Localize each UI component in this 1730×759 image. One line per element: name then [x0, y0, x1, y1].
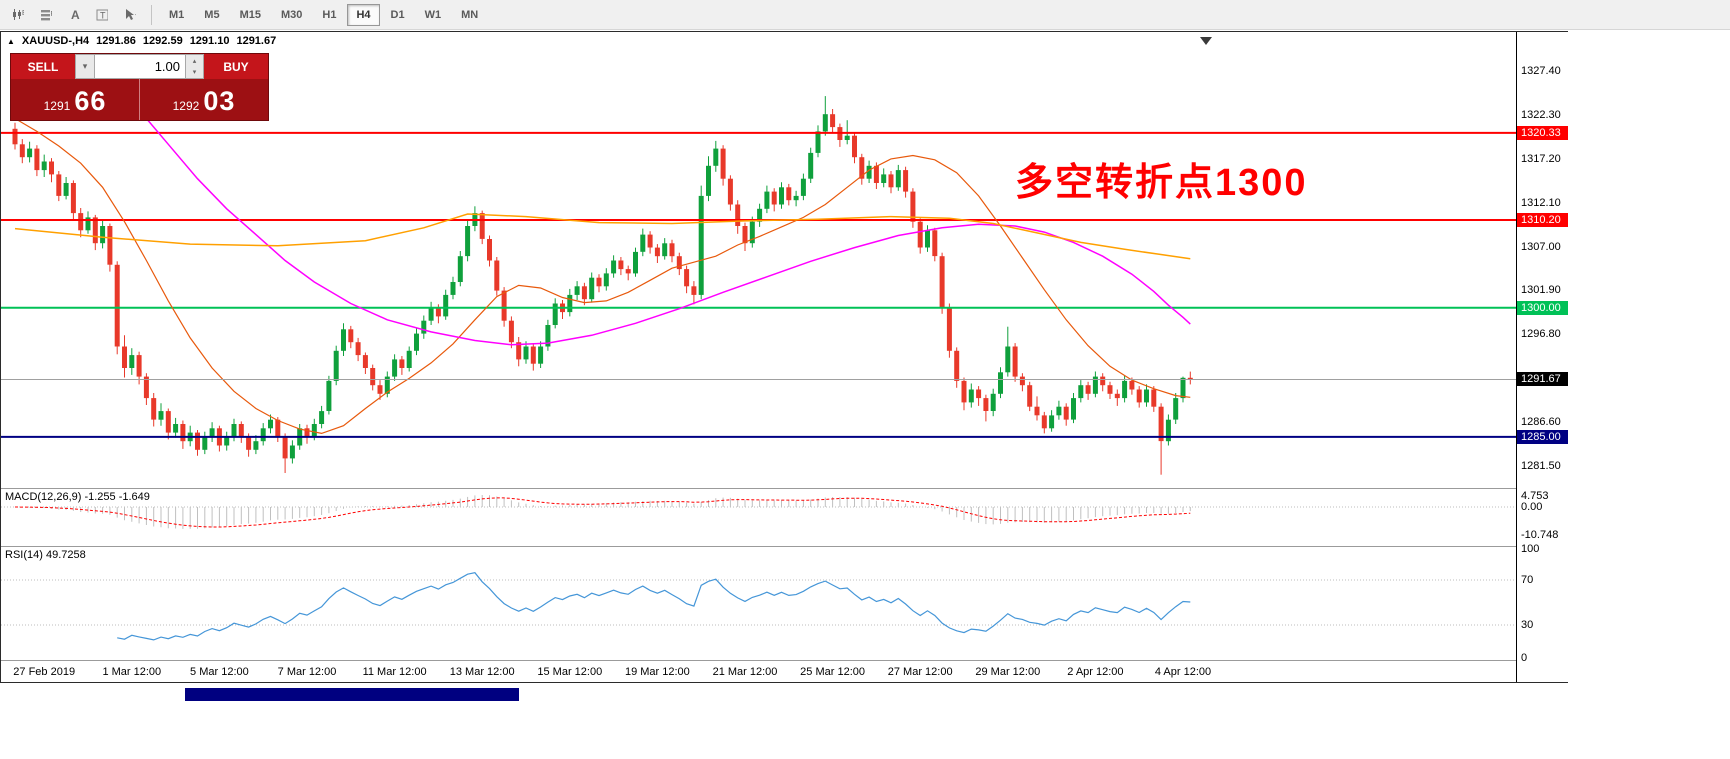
current-price-tag: 1291.67 — [1517, 372, 1568, 387]
timeframe-m5-button[interactable]: M5 — [195, 4, 228, 26]
chart-script-button[interactable]: F — [32, 3, 59, 27]
bar-low-value: 1291.10 — [189, 35, 230, 47]
time-axis-label: 21 Mar 12:00 — [712, 666, 778, 678]
chart-symbol-line: ▲ XAUUSD-,H4 1291.86 1292.59 1291.10 129… — [7, 35, 276, 47]
time-axis-label: 2 Apr 12:00 — [1067, 666, 1124, 678]
time-axis-label: 19 Mar 12:00 — [624, 666, 690, 678]
bar-open-value: 1291.86 — [96, 35, 136, 47]
price-axis-label: 1296.80 — [1521, 328, 1561, 341]
chart-expert-icon: E — [13, 8, 24, 20]
one-click-trading-panel: SELL ▾ ▴ ▾ BUY 1291 66 1292 03 — [10, 53, 269, 121]
cursor-tool-icon — [126, 8, 136, 20]
chart-expert-button[interactable]: E — [4, 3, 31, 27]
macd-label: MACD(12,26,9) -1.255 -1.649 — [5, 491, 150, 503]
bottom-taskbar-fragment — [185, 688, 519, 701]
time-axis[interactable]: 27 Feb 2019 1 Mar 12:00 5 Mar 12:00 7 Mar 1… — [1, 661, 1516, 682]
price-level-tag: 1320.33 — [1517, 125, 1568, 140]
price-axis-label: 1322.30 — [1521, 108, 1561, 121]
volume-spinner-up-icon[interactable]: ▴ — [186, 55, 203, 67]
rsi-axis-label: 0 — [1521, 652, 1528, 664]
chart-plot-area: ▲ XAUUSD-,H4 1291.86 1292.59 1291.10 129… — [1, 32, 1516, 682]
rsi-timeaxis-splitter[interactable] — [1, 660, 1567, 661]
price-level-tag: 1300.00 — [1517, 300, 1568, 315]
buy-price-display[interactable]: 1292 03 — [139, 79, 268, 120]
macd-axis-label: -10.748 — [1521, 529, 1559, 541]
bar-close-value: 1291.67 — [236, 35, 277, 47]
sell-price-display[interactable]: 1291 66 — [11, 79, 139, 120]
time-axis-label: 27 Mar 12:00 — [887, 666, 953, 678]
volume-spinner-down-icon[interactable]: ▾ — [186, 66, 203, 78]
timeframe-w1-button[interactable]: W1 — [416, 4, 451, 26]
volume-stepper: ▴ ▾ — [185, 54, 204, 79]
svg-text:A: A — [71, 8, 80, 22]
rsi-label: RSI(14) 49.7258 — [5, 549, 86, 561]
window-collapse-icon[interactable]: ▲ — [7, 36, 15, 46]
macd-rsi-splitter[interactable] — [1, 546, 1567, 547]
timeframe-mn-button[interactable]: MN — [452, 4, 487, 26]
bar-high-value: 1292.59 — [142, 35, 183, 47]
text-box-icon: T — [96, 9, 108, 20]
timeframe-m1-button[interactable]: M1 — [160, 4, 193, 26]
price-axis-label: 1312.10 — [1521, 196, 1561, 209]
price-axis-label: 1327.40 — [1521, 65, 1561, 77]
rsi-indicator-canvas[interactable] — [1, 547, 1516, 660]
chevron-down-icon: ▾ — [82, 61, 88, 71]
svg-text:E: E — [22, 10, 24, 17]
timeframe-m15-button[interactable]: M15 — [231, 4, 270, 26]
sell-button[interactable]: SELL — [11, 54, 75, 79]
timeframe-m30-button[interactable]: M30 — [272, 4, 311, 26]
price-axis-label: 1307.00 — [1521, 240, 1561, 253]
time-axis-label: 5 Mar 12:00 — [190, 666, 249, 678]
chart-annotation-text[interactable]: 多空转折点1300 — [1015, 162, 1308, 204]
time-axis-label: 11 Mar 12:00 — [362, 666, 427, 678]
timeframe-h4-button[interactable]: H4 — [347, 3, 380, 26]
price-level-tag: 1285.00 — [1517, 429, 1568, 444]
cursor-tool-button[interactable] — [116, 3, 143, 27]
main-macd-splitter[interactable] — [1, 488, 1567, 489]
rsi-axis-label: 70 — [1521, 574, 1534, 586]
price-axis-label: 1286.60 — [1521, 416, 1561, 429]
time-axis-label: 7 Mar 12:00 — [277, 666, 337, 678]
price-level-tag: 1310.20 — [1517, 213, 1568, 228]
price-axis-label: 1301.90 — [1521, 284, 1561, 297]
price-axis[interactable]: 1327.40 1322.30 1317.20 1312.10 1307.00 1301.… — [1516, 32, 1568, 682]
text-label-button[interactable]: A — [60, 3, 87, 27]
price-axis-label: 1281.50 — [1521, 459, 1561, 472]
timeframe-d1-button[interactable]: D1 — [382, 4, 414, 26]
time-axis-label: 4 Apr 12:00 — [1154, 666, 1212, 678]
top-toolbar: E F A T M1 M5 M15 M30 H1 H4 D1 W1 MN — [0, 0, 1730, 30]
buy-price-big-digits: 03 — [203, 86, 236, 116]
order-type-dropdown[interactable]: ▾ — [75, 54, 95, 79]
macd-indicator-canvas[interactable] — [1, 489, 1516, 546]
time-axis-label: 13 Mar 12:00 — [449, 666, 515, 678]
toolbar-separator — [151, 4, 152, 25]
price-chart-canvas[interactable] — [1, 32, 1516, 488]
symbol-period-label: XAUUSD-,H4 — [21, 35, 90, 47]
sell-price-big-digits: 66 — [74, 86, 107, 116]
time-axis-label: 15 Mar 12:00 — [537, 666, 603, 678]
chart-script-icon: F — [41, 9, 53, 20]
rsi-axis-label: 30 — [1521, 619, 1534, 631]
macd-axis-label: 0.00 — [1521, 501, 1543, 513]
text-box-button[interactable]: T — [88, 3, 115, 27]
time-axis-label: 27 Feb 2019 — [13, 666, 76, 678]
sell-price-small-digits: 1291 — [43, 99, 71, 113]
timeframe-h1-button[interactable]: H1 — [313, 4, 345, 26]
buy-button[interactable]: BUY — [204, 54, 268, 79]
volume-input[interactable] — [95, 54, 185, 79]
text-label-icon: A — [71, 8, 80, 22]
chart-window: ▲ XAUUSD-,H4 1291.86 1292.59 1291.10 129… — [0, 31, 1568, 683]
time-axis-label: 25 Mar 12:00 — [800, 666, 865, 678]
buy-price-small-digits: 1292 — [172, 99, 200, 113]
svg-text:F: F — [51, 11, 53, 18]
svg-text:T: T — [100, 10, 106, 20]
rsi-axis-label: 100 — [1521, 543, 1540, 555]
time-axis-label: 1 Mar 12:00 — [102, 666, 162, 678]
macd-axis-label: 4.753 — [1521, 490, 1549, 502]
time-axis-label: 29 Mar 12:00 — [975, 666, 1041, 678]
price-axis-label: 1317.20 — [1521, 152, 1561, 165]
